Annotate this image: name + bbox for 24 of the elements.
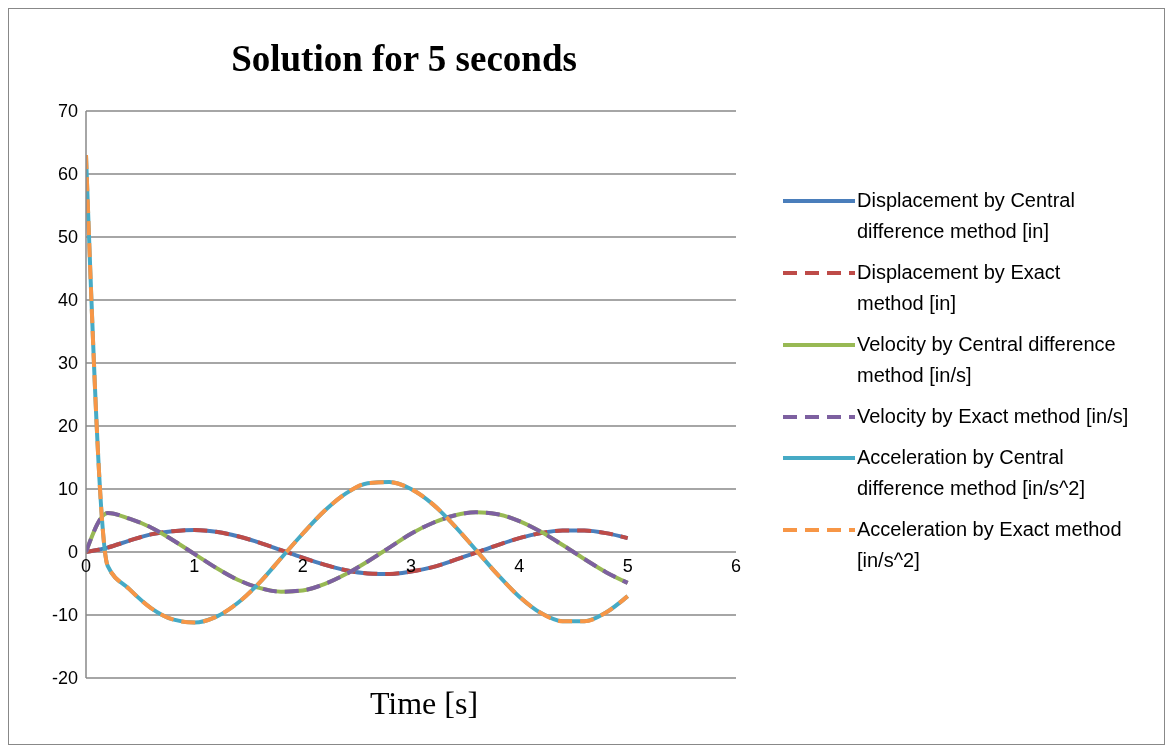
x-axis-title: Time [s] xyxy=(369,685,479,721)
x-tick-label: 5 xyxy=(622,555,633,576)
chart-title: Solution for 5 seconds xyxy=(230,37,578,80)
y-tick-label: -20 xyxy=(51,668,78,689)
y-tick-label: 10 xyxy=(57,479,78,500)
y-tick-label: -10 xyxy=(51,605,78,626)
y-tick-label: 40 xyxy=(57,290,78,311)
x-tick-label: 0 xyxy=(80,555,92,576)
y-tick-label: 30 xyxy=(57,353,78,374)
y-tick-label: 0 xyxy=(67,542,78,563)
legend-label: Velocity by Central difference method [in/s] xyxy=(857,332,1117,388)
y-tick-label: 60 xyxy=(57,164,78,185)
legend-label: Velocity by Exact method [in/s] xyxy=(857,404,1130,429)
x-tick-label: 1 xyxy=(189,555,200,576)
legend-label: Acceleration by Exact method [in/s^2] xyxy=(857,517,1123,573)
y-tick-label: 50 xyxy=(57,227,78,248)
y-tick-label: 70 xyxy=(57,101,78,122)
x-tick-label: 4 xyxy=(514,555,525,576)
y-tick-label: 20 xyxy=(57,416,78,437)
legend-label: Displacement by Central difference method [in] xyxy=(857,188,1076,244)
legend-label: Acceleration by Central difference method [in/s^2] xyxy=(857,445,1087,501)
x-tick-label: 2 xyxy=(297,555,308,576)
legend-label: Displacement by Exact method [in] xyxy=(857,260,1062,316)
x-tick-label: 6 xyxy=(730,555,742,576)
